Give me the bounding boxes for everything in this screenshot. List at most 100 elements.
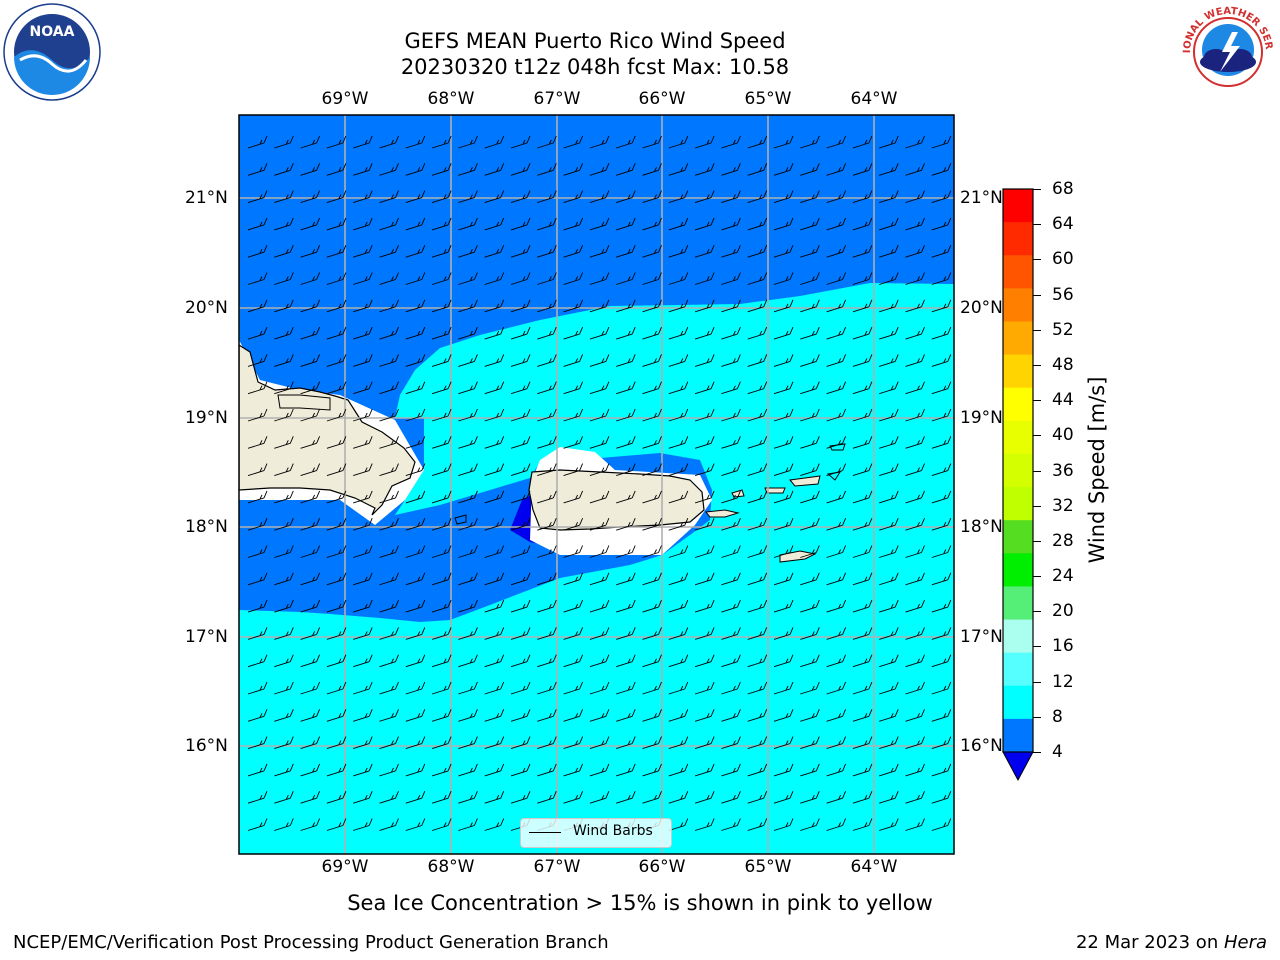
wind-barb [274, 190, 294, 204]
colorbar-segment [1003, 321, 1033, 356]
wind-barb [326, 436, 347, 449]
colorbar-tick-mark [1033, 716, 1041, 718]
wind-barb [537, 354, 557, 367]
wind-barb [800, 681, 820, 695]
wind-barb [826, 572, 847, 586]
wind-barb [379, 463, 399, 477]
wind-barb [431, 463, 452, 477]
wind-barb [405, 545, 426, 558]
colorbar-title: Wind Speed [m/s] [1085, 376, 1109, 564]
wind-barb [747, 272, 768, 285]
wind-barb [826, 436, 847, 449]
wind-barb [431, 518, 452, 531]
wind-barb [773, 791, 794, 804]
colorbar-segment [1003, 255, 1033, 289]
colorbar-tick-label: 36 [1052, 460, 1074, 481]
wind-barb [800, 490, 820, 504]
wind-barb [852, 518, 873, 531]
colorbar-tick-label: 24 [1052, 566, 1074, 587]
wind-barb [379, 791, 399, 804]
wind-barb [668, 654, 689, 668]
wind-barb [694, 518, 715, 531]
lon-label-bottom: 66°W [638, 857, 686, 877]
colorbar-tick-label: 16 [1052, 636, 1074, 657]
wind-barb [616, 490, 636, 504]
wind-barb [484, 326, 505, 340]
wind-barb [353, 190, 373, 204]
wind-barb [773, 436, 794, 449]
wind-barb [668, 436, 689, 449]
wind-barb [326, 681, 347, 695]
virgin-islands-tortola [789, 475, 821, 487]
wind-barb [537, 572, 557, 586]
wind-barb [510, 326, 531, 340]
lon-label-top: 64°W [850, 89, 898, 109]
wind-barb [800, 217, 820, 231]
wind-barb [616, 763, 636, 777]
wind-barb [300, 463, 321, 477]
colorbar-segment [1003, 586, 1033, 621]
wind-barb [300, 709, 321, 722]
wind-barb [826, 272, 847, 285]
wind-barb [300, 518, 321, 531]
wind-barb [642, 381, 662, 395]
wind-barb [537, 163, 557, 176]
wind-barb [537, 709, 557, 722]
wind-barb [431, 736, 452, 750]
wind-barb [879, 791, 899, 804]
wind-barb [563, 163, 584, 176]
wind-barb [879, 163, 899, 176]
wind-barb [773, 299, 794, 313]
wind-barb [589, 436, 610, 449]
wind-barb [616, 518, 636, 531]
wind-barb [747, 381, 768, 395]
wind-barb [484, 627, 505, 640]
wind-barb [879, 599, 899, 613]
wind-barb [274, 763, 294, 777]
wind-barb [510, 545, 531, 558]
footer-date: 22 Mar 2023 on Hera [1076, 932, 1267, 953]
sea-ice-note: Sea Ice Concentration > 15% is shown in … [347, 891, 933, 915]
wind-barb [274, 599, 294, 613]
colorbar-segment [1003, 718, 1033, 753]
wind-barb [642, 490, 662, 504]
wind-barb [405, 681, 426, 695]
wind-barb [879, 518, 899, 531]
wind-barb [326, 299, 347, 313]
wind-barb [379, 681, 399, 695]
wind-barb [537, 245, 557, 258]
wind-barb [616, 627, 636, 640]
lat-label-right: 17°N [960, 627, 1003, 647]
wind-barb [510, 763, 531, 777]
wind-barb [510, 518, 531, 531]
wind-barb [405, 627, 426, 640]
noaa-logo: NOAA [3, 3, 101, 101]
wind-barb [353, 545, 373, 558]
wind-barb [826, 490, 847, 504]
wind-barb [721, 217, 741, 231]
wind-barb [721, 245, 741, 258]
wind-barb [484, 490, 505, 504]
wind-barb [379, 818, 399, 831]
wind-barb [721, 272, 741, 285]
wind-barb [642, 572, 662, 586]
wind-barb [589, 408, 610, 422]
wind-barb [274, 791, 294, 804]
colorbar-tick-mark [1033, 646, 1041, 648]
wind-barb [510, 135, 531, 149]
wind-barb [563, 627, 584, 640]
wind-barb [694, 190, 715, 204]
wind-barb [274, 272, 294, 285]
wind-barb [458, 190, 478, 204]
wind-barb [826, 818, 847, 831]
wind-barb [353, 408, 373, 422]
wind-barb [274, 709, 294, 722]
wind-barb [405, 381, 426, 395]
wind-barb [826, 763, 847, 777]
wind-barb [563, 463, 584, 477]
wind-barb [379, 163, 399, 176]
wind-barb [458, 463, 478, 477]
wind-barb [800, 436, 820, 449]
wind-barb [931, 654, 952, 668]
wind-barb [510, 436, 531, 449]
